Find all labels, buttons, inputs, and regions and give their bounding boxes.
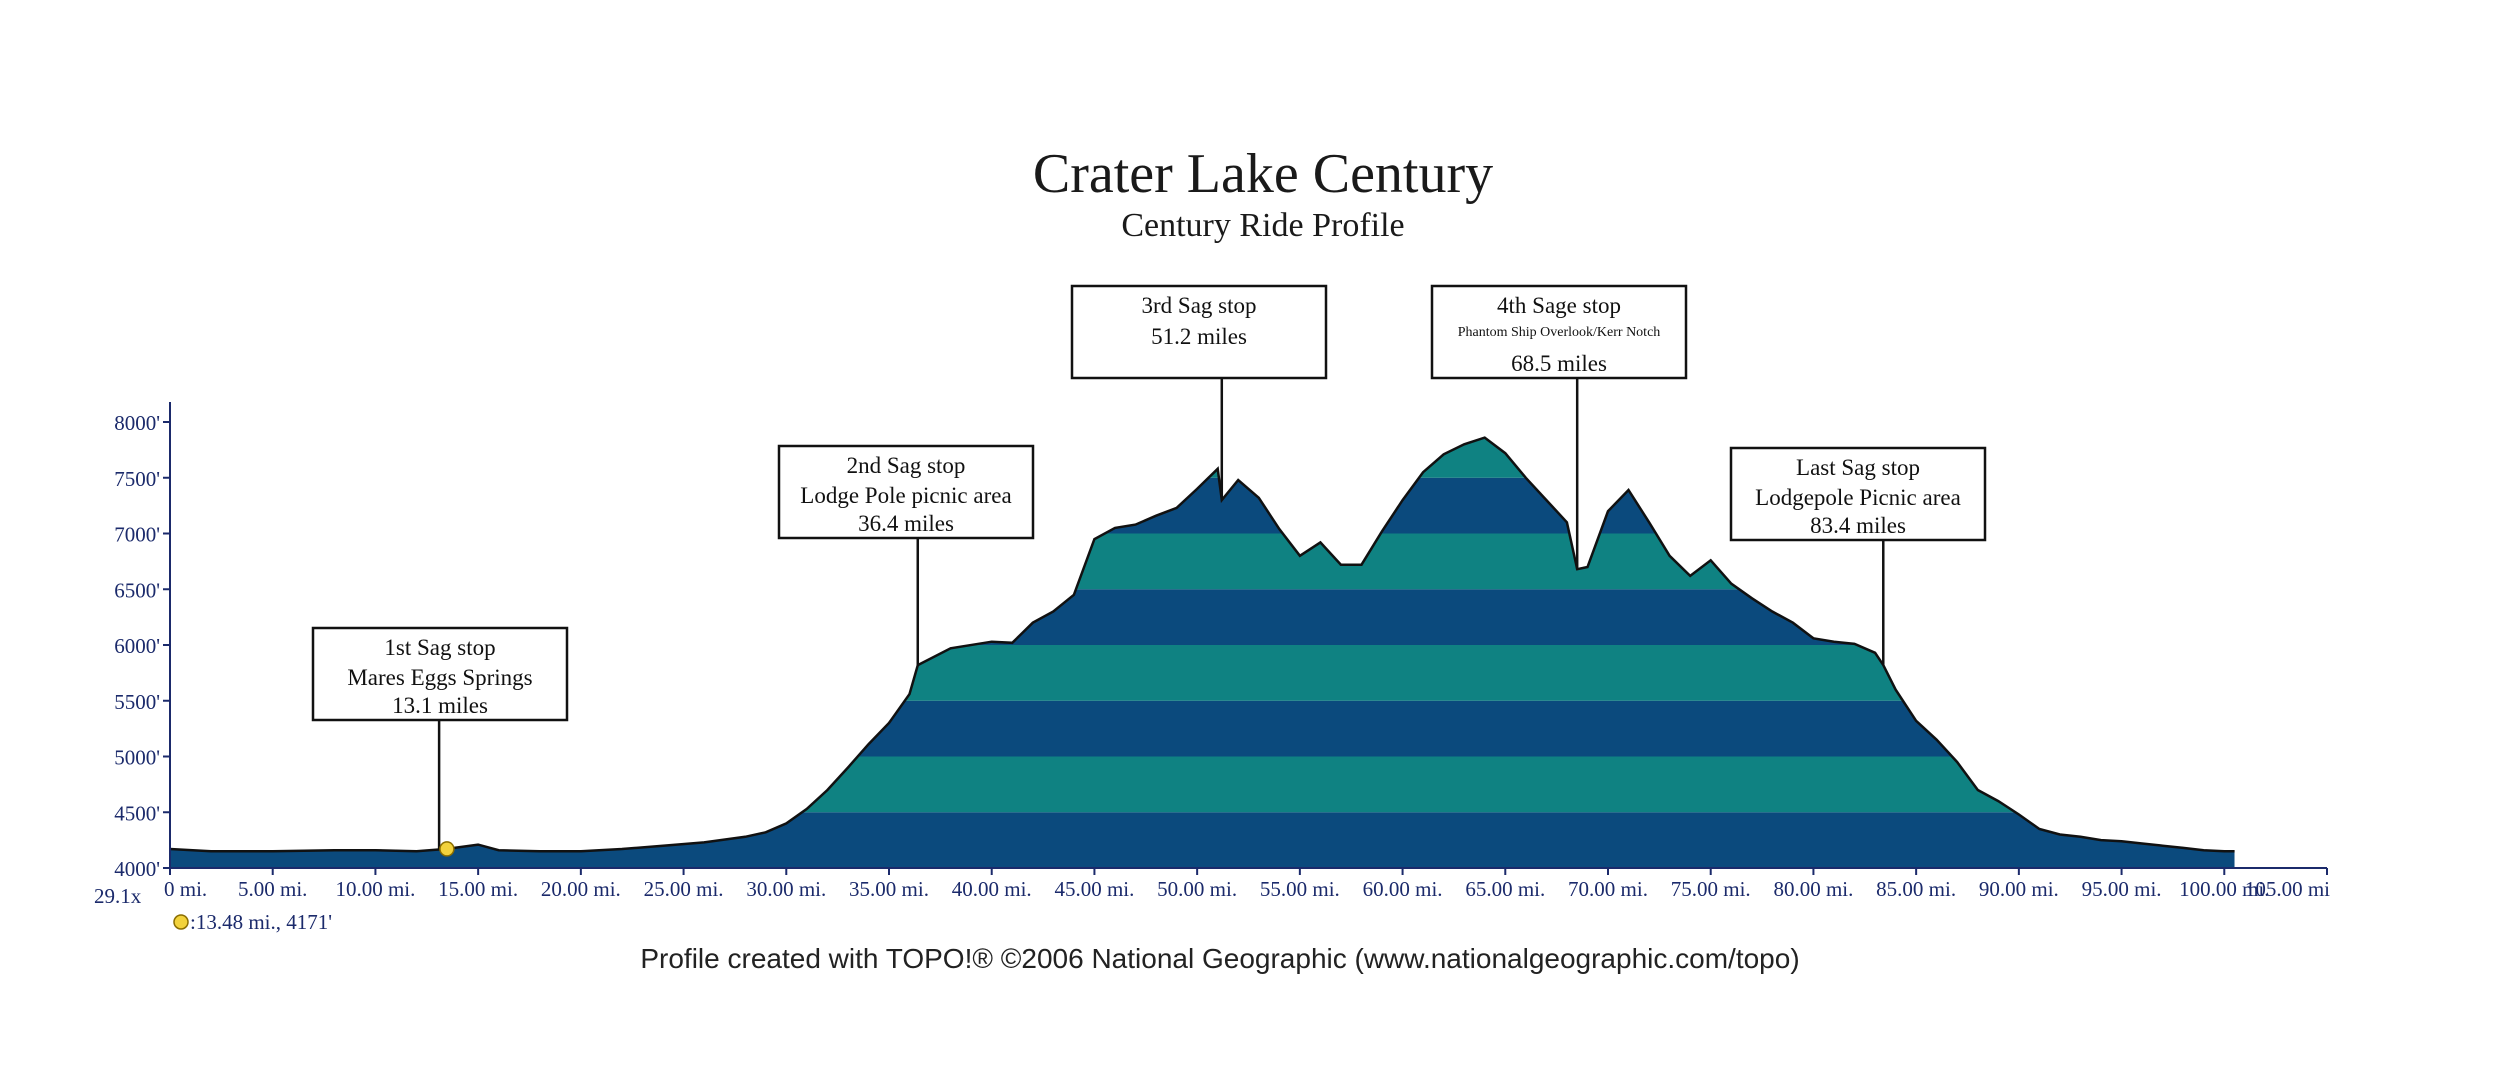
x-tick-label: 60.00 mi. [1363, 877, 1443, 901]
cursor-readout: :13.48 mi., 4171' [190, 910, 332, 934]
annotation-title: 4th Sage stop [1497, 293, 1621, 318]
y-tick-label: 5500' [114, 690, 160, 714]
x-tick-label: 105.00 mi [2245, 877, 2330, 901]
y-tick-label: 6000' [114, 634, 160, 658]
annotation-distance: 68.5 miles [1511, 351, 1607, 376]
annotation-distance: 13.1 miles [392, 693, 488, 718]
annotation-box [1430, 284, 1688, 380]
chart-subtitle: Century Ride Profile [1121, 207, 1404, 244]
y-tick-label: 4500' [114, 801, 160, 825]
annotation-detail: Lodge Pole picnic area [800, 483, 1011, 508]
x-tick-label: 0 mi. [164, 877, 207, 901]
x-tick-label: 80.00 mi. [1773, 877, 1853, 901]
y-tick-label: 7500' [114, 467, 160, 491]
x-tick-label: 70.00 mi. [1568, 877, 1648, 901]
annotation-box [311, 626, 569, 722]
annotation-distance: 51.2 miles [1151, 324, 1247, 349]
x-tick-label: 5.00 mi. [238, 877, 307, 901]
x-tick-label: 55.00 mi. [1260, 877, 1340, 901]
annotation-title: 2nd Sag stop [847, 453, 966, 478]
y-tick-label: 7000' [114, 523, 160, 547]
annotation-callout: 3rd Sag stop 51.2 miles [1070, 284, 1328, 501]
x-tick-label: 25.00 mi. [644, 877, 724, 901]
x-tick-label: 65.00 mi. [1465, 877, 1545, 901]
annotation-callout: 4th Sage stop Phantom Ship Overlook/Kerr … [1430, 284, 1688, 570]
x-tick-label: 85.00 mi. [1876, 877, 1956, 901]
elevation-band [170, 756, 2235, 813]
annotation-callout: Last Sag stop Lodgepole Picnic area 83.4 m… [1729, 446, 1987, 666]
annotation-detail: Phantom Ship Overlook/Kerr Notch [1458, 325, 1661, 340]
annotation-distance: 83.4 miles [1810, 513, 1906, 538]
elevation-band [170, 533, 2235, 590]
x-tick-label: 100.00 mi. [2179, 877, 2269, 901]
x-tick-label: 10.00 mi. [335, 877, 415, 901]
x-tick-label: 45.00 mi. [1054, 877, 1134, 901]
annotation-callout: 2nd Sag stop Lodge Pole picnic area 36.4 m… [777, 444, 1035, 666]
cursor-position-marker[interactable] [439, 841, 455, 857]
annotation-title: 3rd Sag stop [1142, 293, 1257, 318]
annotation-callout: 1st Sag stop Mares Eggs Springs 13.1 miles [311, 626, 569, 849]
y-axis-ticks: 8000' 7500' 7000' 6500' 6000' 5500' 5000' 4500'… [114, 411, 170, 881]
x-tick-label: 50.00 mi. [1157, 877, 1237, 901]
annotation-detail: Lodgepole Picnic area [1755, 485, 1961, 510]
y-tick-label: 6500' [114, 578, 160, 602]
sag-stop-annotations: 1st Sag stop Mares Eggs Springs 13.1 miles… [311, 284, 1987, 849]
x-tick-label: 35.00 mi. [849, 877, 929, 901]
vertical-exaggeration-label: 29.1x [94, 884, 142, 908]
annotation-box [777, 444, 1035, 540]
annotation-title: 1st Sag stop [384, 635, 495, 660]
annotation-box [1070, 284, 1328, 380]
y-tick-label: 5000' [114, 746, 160, 770]
axes [169, 402, 2327, 869]
x-tick-label: 20.00 mi. [541, 877, 621, 901]
credit-text: Profile created with TOPO!® ©2006 Nation… [640, 943, 1799, 974]
x-tick-label: 75.00 mi. [1671, 877, 1751, 901]
x-tick-label: 30.00 mi. [746, 877, 826, 901]
elevation-band [170, 812, 2235, 868]
annotation-title: Last Sag stop [1796, 455, 1920, 480]
x-tick-label: 95.00 mi. [2082, 877, 2162, 901]
annotation-distance: 36.4 miles [858, 511, 954, 536]
cursor-legend-marker-icon [173, 914, 189, 930]
x-tick-label: 90.00 mi. [1979, 877, 2059, 901]
profile-outline [169, 436, 2235, 853]
annotation-box [1729, 446, 1987, 542]
y-tick-label: 4000' [114, 857, 160, 881]
x-axis-ticks: 0 mi. 5.00 mi. 10.00 mi. 15.00 mi. 20.00 mi.… [164, 868, 2330, 901]
chart-title: Crater Lake Century [1033, 143, 1493, 205]
y-tick-label: 8000' [114, 411, 160, 435]
annotation-detail: Mares Eggs Springs [347, 665, 532, 690]
x-tick-label: 40.00 mi. [952, 877, 1032, 901]
x-tick-label: 15.00 mi. [438, 877, 518, 901]
